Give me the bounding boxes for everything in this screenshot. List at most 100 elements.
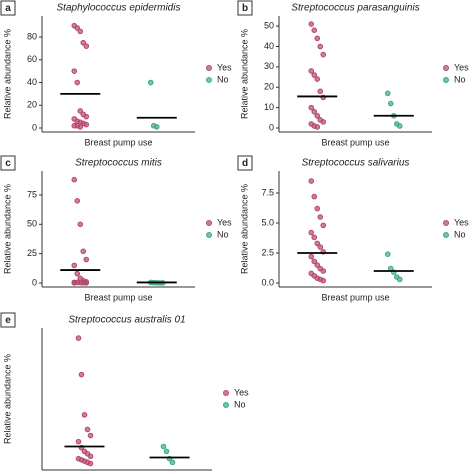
data-point xyxy=(71,176,78,183)
data-point xyxy=(308,21,315,27)
x-axis-label: Breast pump use xyxy=(84,137,152,147)
y-tick-label: 20 xyxy=(264,82,274,92)
data-point xyxy=(74,270,81,277)
data-point xyxy=(163,448,170,455)
data-point xyxy=(153,124,160,130)
data-point xyxy=(80,39,87,46)
legend-label: Yes xyxy=(454,217,469,227)
data-point xyxy=(77,28,84,35)
data-point xyxy=(317,214,324,220)
data-point xyxy=(311,72,318,78)
data-point xyxy=(87,453,94,460)
panel-label: d xyxy=(242,158,248,169)
y-tick-label: 5.0 xyxy=(261,217,274,227)
y-tick-label: 0 xyxy=(32,277,37,287)
y-tick-label: 7.5 xyxy=(261,187,274,197)
data-point xyxy=(317,244,324,250)
legend-label: Yes xyxy=(234,387,249,397)
data-point xyxy=(83,280,90,286)
data-point xyxy=(311,27,318,33)
panel-label: b xyxy=(242,3,248,14)
legend-marker xyxy=(206,220,212,226)
data-point xyxy=(74,79,81,86)
x-axis-label: Breast pump use xyxy=(321,137,389,147)
y-axis-label: Relative abundance % xyxy=(239,184,249,274)
y-axis-label: Relative abundance % xyxy=(239,29,249,119)
data-point xyxy=(311,234,318,241)
data-point xyxy=(396,276,403,283)
data-point xyxy=(81,412,88,418)
data-point xyxy=(317,88,324,95)
data-point xyxy=(384,251,391,257)
chart-title: Staphylococcus epidermidis xyxy=(57,3,181,14)
chart-title: Streptococcus australis 01 xyxy=(68,315,185,326)
chart-title: Streptococcus salivarius xyxy=(302,158,410,169)
data-point xyxy=(387,100,394,107)
panel-label-box xyxy=(0,155,16,171)
data-point xyxy=(314,240,321,247)
y-tick-label: 25 xyxy=(27,248,37,258)
data-point xyxy=(83,256,90,263)
data-point xyxy=(317,43,324,50)
data-point xyxy=(314,205,321,212)
legend-marker xyxy=(223,390,229,396)
y-tick-label: 60 xyxy=(27,54,37,64)
chart-title: Streptococcus mitis xyxy=(75,158,162,169)
data-point xyxy=(160,443,167,450)
data-point xyxy=(71,68,78,74)
data-point xyxy=(314,124,321,130)
y-axis-label: Relative abundance % xyxy=(2,29,12,119)
legend-marker xyxy=(223,402,229,408)
panel-label-box xyxy=(0,0,16,16)
data-point xyxy=(71,262,78,269)
data-point xyxy=(320,119,327,125)
y-tick-label: 10 xyxy=(264,102,274,112)
data-point xyxy=(314,76,321,82)
legend-marker xyxy=(443,220,449,226)
data-point xyxy=(77,124,84,130)
y-tick-label: 0 xyxy=(269,122,274,132)
legend-label: No xyxy=(454,74,466,84)
data-point xyxy=(87,432,94,439)
legend-marker xyxy=(443,65,449,71)
chart-title: Streptococcus parasanguinis xyxy=(291,3,419,14)
data-point xyxy=(311,258,318,265)
y-tick-label: 30 xyxy=(264,61,274,71)
legend-label: Yes xyxy=(217,217,232,227)
data-point xyxy=(83,113,90,120)
panel-label-box xyxy=(0,312,16,328)
data-point xyxy=(308,229,315,236)
data-point xyxy=(396,123,403,129)
data-point xyxy=(169,459,176,466)
legend-marker xyxy=(206,77,212,83)
y-tick-label: 0.0 xyxy=(261,277,274,287)
data-point xyxy=(320,277,327,284)
data-point xyxy=(314,112,321,119)
panel-label: e xyxy=(5,315,11,326)
data-point xyxy=(308,253,315,260)
data-point xyxy=(77,108,84,114)
data-point xyxy=(74,198,81,204)
legend-marker xyxy=(443,232,449,238)
y-tick-label: 20 xyxy=(27,100,37,110)
legend-label: No xyxy=(217,74,229,84)
y-axis-label: Relative abundance % xyxy=(2,184,12,274)
data-point xyxy=(75,335,82,341)
legend-marker xyxy=(443,77,449,83)
data-point xyxy=(83,43,90,49)
data-point xyxy=(74,25,81,31)
legend-label: No xyxy=(234,399,246,409)
y-tick-label: 50 xyxy=(27,219,37,229)
data-point xyxy=(320,51,327,58)
legend-label: Yes xyxy=(454,62,469,72)
panel-label: c xyxy=(5,158,11,169)
y-tick-label: 75 xyxy=(27,189,37,199)
data-point xyxy=(84,426,91,433)
legend-label: No xyxy=(217,229,229,239)
legend-marker xyxy=(206,232,212,238)
data-point xyxy=(80,248,87,255)
data-point xyxy=(147,79,154,86)
data-point xyxy=(308,178,315,184)
y-tick-label: 80 xyxy=(27,31,37,41)
legend-label: Yes xyxy=(217,62,232,72)
